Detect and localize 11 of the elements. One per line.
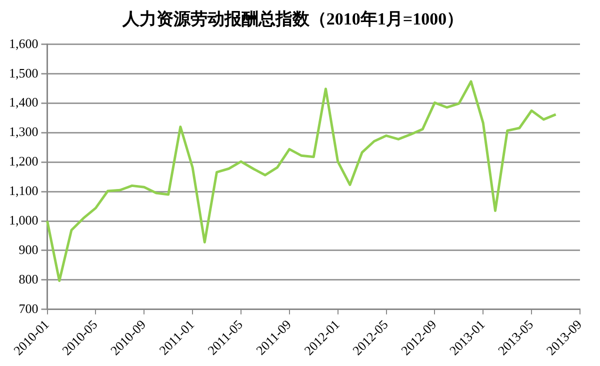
chart-title: 人力资源劳动报酬总指数（2010年1月=1000）	[121, 10, 464, 29]
y-tick-label: 700	[18, 300, 38, 316]
y-tick-label: 800	[18, 271, 38, 286]
y-tick-label: 1,100	[9, 183, 38, 198]
y-tick-label: 1,400	[9, 94, 38, 110]
y-tick-label: 1,000	[9, 212, 38, 228]
y-tick-label: 900	[18, 242, 38, 257]
y-tick-label: 1,300	[9, 124, 38, 140]
y-tick-label: 1,500	[9, 65, 38, 80]
y-tick-label: 1,200	[9, 154, 38, 169]
y-tick-label: 1,600	[9, 36, 38, 51]
